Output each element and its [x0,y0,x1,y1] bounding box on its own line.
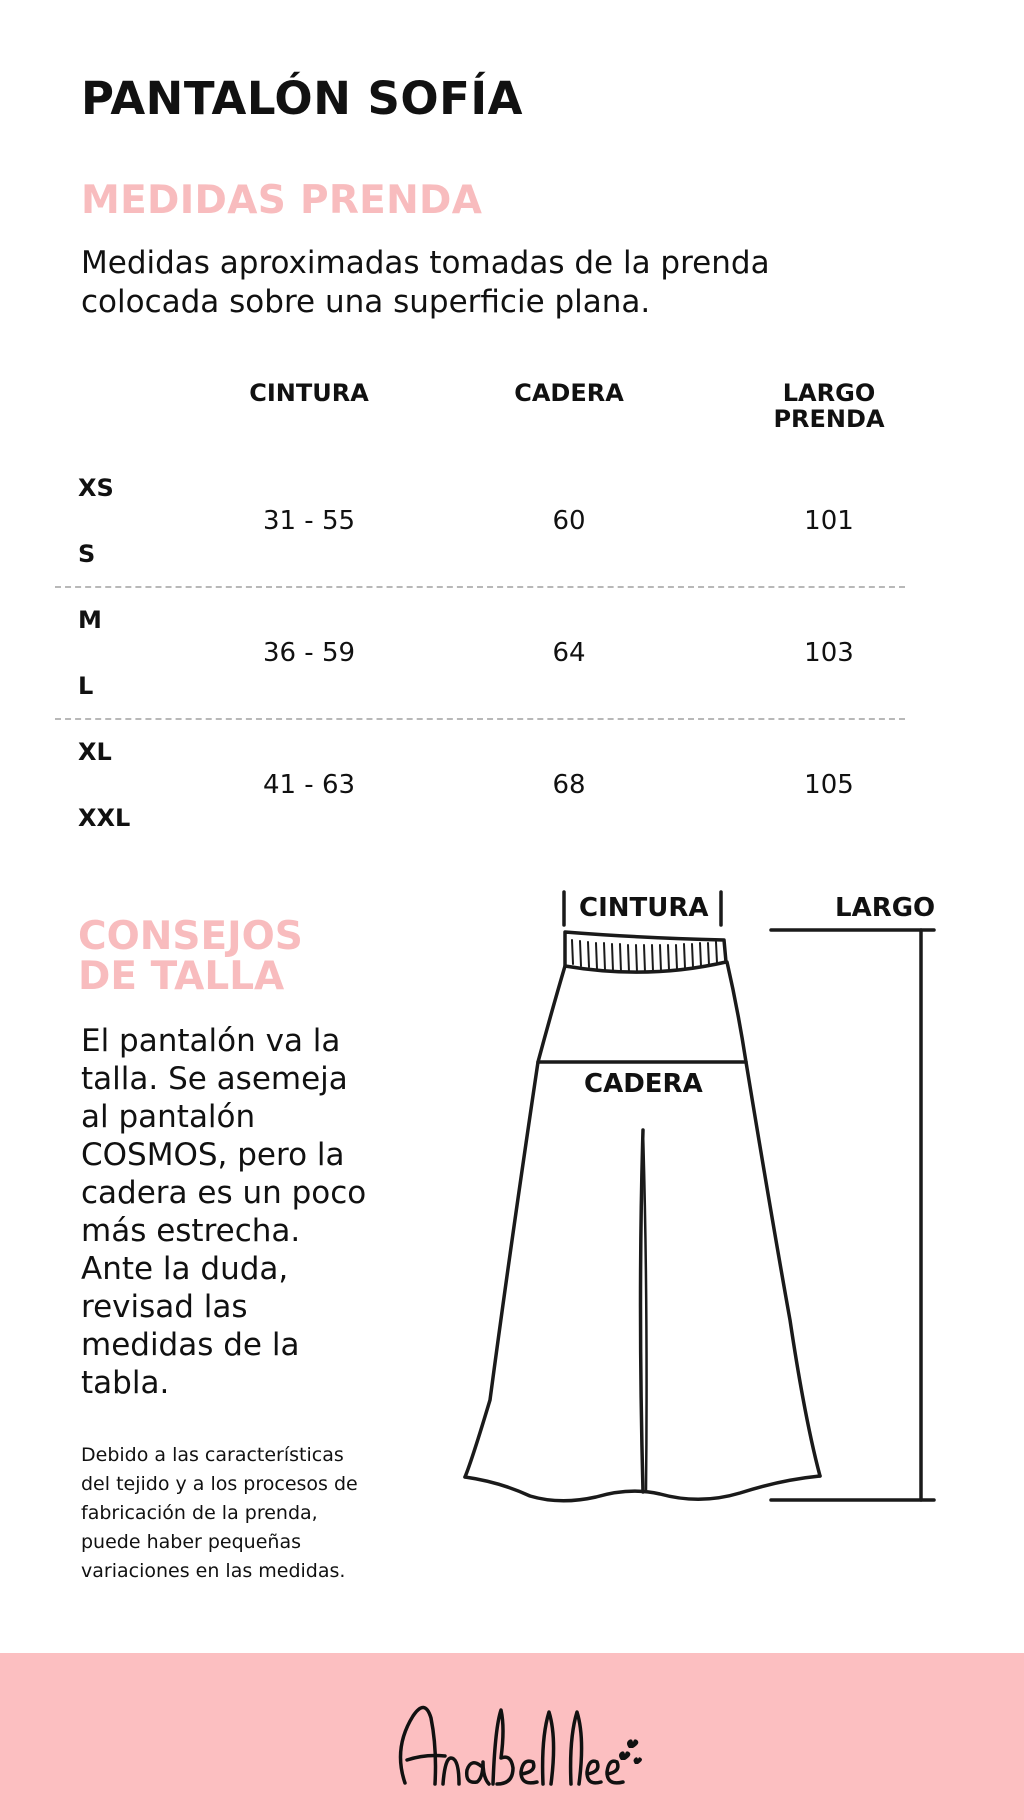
size-label: M [78,606,102,634]
column-header-cadera: CADERA [514,379,624,407]
cadera-value: 68 [552,770,586,800]
cintura-value: 41 - 63 [262,770,356,800]
anabel-lee-logo [398,1705,642,1786]
column-header-largo: LARGO PRENDA [773,379,885,433]
waistband-gathers [571,939,718,973]
center-seam-inner [641,1128,648,1494]
row-divider [55,718,905,720]
tips-heading: CONSEJOS DE TALLA [78,914,303,999]
cadera-value: 64 [552,638,586,668]
largo-value: 101 [804,506,854,536]
tips-body: El pantalón va la talla. Se asemeja al p… [81,1023,367,1401]
largo-value: 105 [804,770,854,800]
center-seam [638,1128,645,1494]
cadera-value: 60 [552,506,586,536]
heart-icon [633,1757,642,1764]
size-label: L [78,672,94,700]
disclaimer-note: Debido a las características del tejido … [81,1444,358,1582]
heart-icon [627,1739,639,1748]
row-divider [55,586,905,588]
cintura-value: 36 - 59 [262,638,356,668]
waist-label: CINTURA [579,893,709,923]
hem [463,1474,822,1503]
right-side-seam [725,960,822,1478]
size-label: S [78,540,96,568]
measurements-heading: MEDIDAS PRENDA [81,178,483,223]
largo-value: 103 [804,638,854,668]
cintura-value: 31 - 55 [262,506,356,536]
length-label: LARGO [835,893,936,923]
heart-icon [619,1751,631,1760]
left-side-seam [463,964,567,1479]
column-header-cintura: CINTURA [249,379,369,407]
product-title: PANTALÓN SOFÍA [81,72,523,125]
measurements-description: Medidas aproximadas tomadas de la prenda… [81,245,770,320]
size-label: XS [78,474,114,502]
size-label: XXL [78,804,131,832]
size-label: XL [78,738,112,766]
footer-band [0,1653,1024,1820]
hip-label: CADERA [584,1069,703,1099]
trousers-diagram [463,890,936,1503]
